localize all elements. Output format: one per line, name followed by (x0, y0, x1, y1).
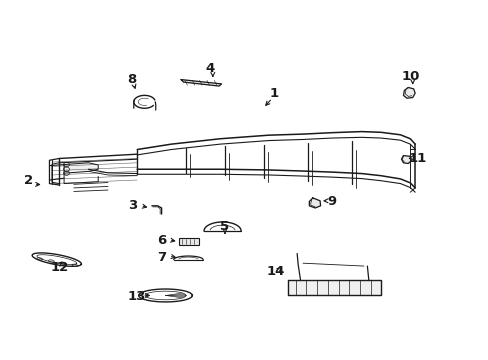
Text: 1: 1 (268, 87, 278, 100)
Text: 8: 8 (127, 73, 137, 86)
Text: 4: 4 (205, 62, 215, 75)
Text: 9: 9 (327, 195, 336, 208)
Text: 11: 11 (407, 152, 426, 165)
Polygon shape (64, 163, 98, 173)
Polygon shape (181, 80, 221, 86)
Text: 10: 10 (400, 69, 419, 82)
Polygon shape (401, 156, 410, 163)
Polygon shape (403, 87, 414, 98)
FancyBboxPatch shape (178, 238, 199, 244)
Text: 5: 5 (220, 220, 229, 233)
Polygon shape (288, 280, 380, 296)
Text: 3: 3 (127, 199, 137, 212)
Text: 6: 6 (157, 234, 166, 247)
Text: 12: 12 (50, 261, 68, 274)
Text: 2: 2 (24, 174, 34, 186)
Text: 14: 14 (266, 265, 285, 278)
Text: 13: 13 (128, 290, 146, 303)
Polygon shape (309, 198, 320, 208)
Text: 7: 7 (157, 251, 166, 264)
